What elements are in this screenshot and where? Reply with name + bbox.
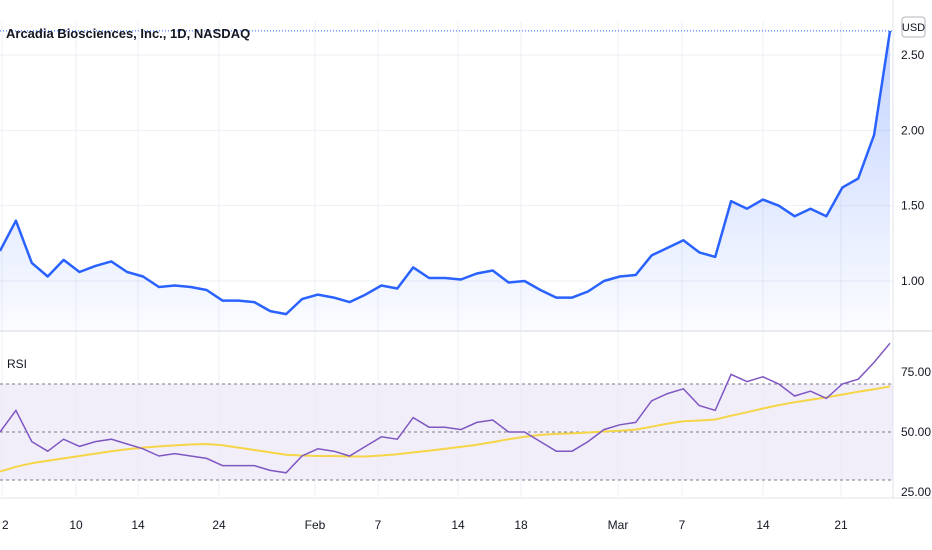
chart-title: Arcadia Biosciences, Inc., 1D, NASDAQ [6, 26, 250, 41]
time-tick-label: 7 [679, 518, 686, 532]
time-tick-label: 14 [131, 518, 145, 532]
price-tick-label: 2.50 [901, 48, 925, 62]
time-tick-label: 18 [514, 518, 528, 532]
time-tick-label: Mar [608, 518, 629, 532]
time-tick-label: 10 [69, 518, 83, 532]
price-axis[interactable]: 1.00 1.50 2.00 2.50 [901, 48, 925, 288]
time-tick-label: 7 [375, 518, 382, 532]
time-tick-label: 21 [834, 518, 848, 532]
time-tick-label: 24 [212, 518, 226, 532]
rsi-levels [0, 383, 893, 481]
currency-button[interactable]: USD [901, 16, 926, 38]
rsi-axis[interactable]: 25.00 50.00 75.00 [901, 365, 931, 499]
price-area-fill [0, 30, 890, 331]
rsi-series-line [0, 342, 891, 474]
price-tick-label: 2.00 [901, 123, 925, 137]
currency-button-frame [901, 16, 926, 38]
rsi-ma-series-line [0, 385, 891, 473]
time-axis[interactable]: 2 10 14 24 Feb 7 14 18 Mar 7 14 21 [2, 518, 848, 532]
time-tick-label: 2 [2, 518, 9, 532]
rsi-tick-label: 25.00 [901, 485, 931, 499]
rsi-tick-label: 50.00 [901, 425, 931, 439]
price-series-line [0, 30, 892, 316]
rsi-tick-label: 75.00 [901, 365, 931, 379]
price-tick-label: 1.50 [901, 199, 925, 213]
time-tick-label: Feb [305, 518, 326, 532]
time-tick-label: 14 [451, 518, 465, 532]
time-tick-label: 14 [756, 518, 770, 532]
rsi-indicator-label[interactable]: RSI [7, 357, 27, 371]
price-tick-label: 1.00 [901, 274, 925, 288]
currency-label: USD [902, 22, 925, 34]
